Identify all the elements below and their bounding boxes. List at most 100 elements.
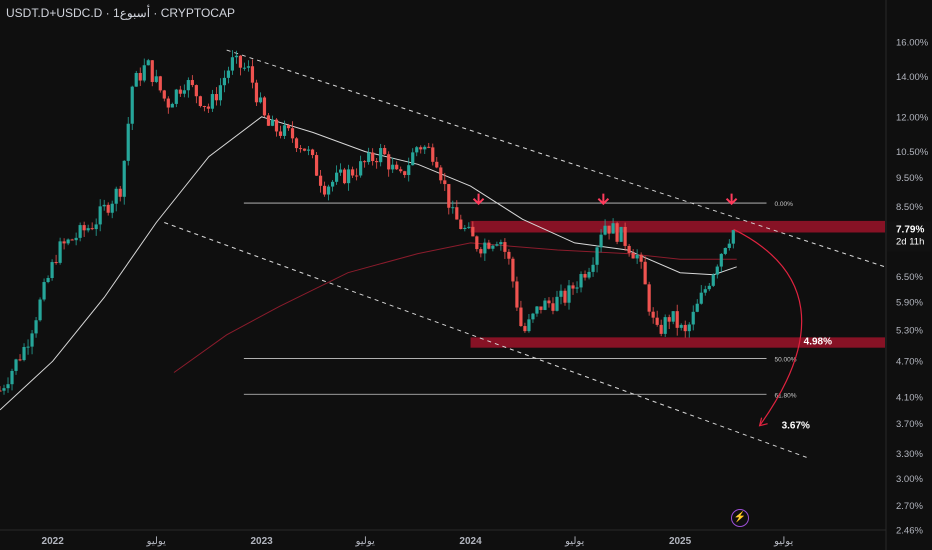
candle-body (14, 359, 18, 371)
candle-body (130, 86, 134, 124)
candle-body (182, 90, 186, 94)
candle-body (663, 317, 667, 334)
trendline (226, 49, 886, 268)
candle-body (351, 169, 355, 176)
candle-body (395, 164, 399, 170)
candle-body (138, 72, 142, 81)
candle-body (675, 311, 679, 328)
candle-body (238, 55, 243, 68)
candle-body (507, 251, 511, 259)
candle-body (615, 223, 619, 242)
candle-body (655, 317, 659, 325)
countdown-label: 2d 11h (896, 236, 924, 247)
candle-body (202, 106, 206, 108)
candle-body (214, 94, 218, 101)
current-price-badge (887, 221, 931, 252)
candle-body (314, 155, 319, 176)
candle-body (527, 319, 531, 332)
candle-body (459, 219, 463, 230)
candle-body (78, 225, 82, 238)
candle-body (687, 324, 691, 332)
candle-body (659, 324, 663, 334)
fib-label: 61.80% (775, 392, 797, 399)
candle-body (302, 148, 307, 151)
y-tick-label: 3.70% (896, 419, 923, 430)
candle-body (122, 160, 126, 197)
x-tick-label: 2025 (669, 536, 692, 547)
candle-body (62, 241, 66, 244)
candle-body (266, 115, 271, 126)
moving-averages (0, 116, 737, 411)
fibonacci-levels: 0.00% 50.00% 61.80% (243, 201, 797, 399)
candle-body (359, 161, 363, 176)
candle-body (34, 320, 38, 334)
candle-body (343, 169, 347, 184)
candle-body (98, 206, 102, 225)
candle-body (703, 289, 707, 293)
x-tick-label: 2024 (459, 536, 482, 547)
candle-body (603, 225, 607, 235)
candle-body (563, 290, 567, 303)
candle-body (126, 123, 130, 161)
candle-body (619, 226, 623, 242)
candle-body (475, 236, 479, 250)
candle-body (246, 66, 251, 68)
candle-body (262, 97, 267, 116)
candle-body (198, 96, 202, 107)
projection-arrowhead (758, 417, 768, 427)
candle-body (74, 237, 78, 241)
candle-body (282, 125, 287, 136)
candle-body (270, 119, 275, 126)
candle-body (435, 161, 439, 168)
y-tick-label: 4.10% (896, 392, 923, 403)
candle-body (423, 146, 427, 150)
candle-body (695, 303, 699, 312)
candle-body (479, 249, 483, 254)
candle-body (427, 146, 431, 148)
y-tick-label: 3.30% (896, 449, 923, 460)
price-zone (470, 337, 885, 348)
candle-body (10, 370, 14, 385)
candle-body (523, 326, 527, 332)
candle-body (106, 204, 110, 213)
candle-body (242, 67, 247, 69)
candle-body (551, 303, 555, 311)
candle-body (218, 85, 222, 101)
candle-body (671, 311, 675, 322)
candle-body (363, 161, 367, 163)
candle-body (539, 306, 543, 310)
candle-body (82, 225, 86, 231)
candle-body (599, 234, 603, 248)
candle-body (310, 149, 315, 156)
x-tick-label: يوليو (355, 536, 375, 547)
candle-body (683, 324, 687, 332)
candle-body (471, 226, 475, 237)
annotations: 3.67% (472, 193, 810, 432)
candle-body (535, 306, 539, 314)
candle-body (699, 292, 703, 304)
candle-body (711, 274, 715, 286)
candle-body (399, 169, 403, 172)
candle-body (66, 239, 70, 244)
candle-body (595, 247, 599, 265)
candle-body (723, 247, 727, 254)
candle-body (451, 207, 455, 209)
candle-body (391, 164, 395, 170)
candle-body (22, 346, 26, 361)
candle-body (511, 258, 515, 282)
candle-body (591, 264, 595, 272)
candle-body (134, 72, 138, 87)
candle-body (367, 152, 371, 163)
candle-body (503, 242, 507, 252)
candle-body (371, 152, 375, 162)
lightning-icon[interactable]: ⚡ (731, 509, 749, 527)
y-tick-label: 8.50% (896, 202, 923, 213)
moving-average-line (0, 116, 737, 411)
candle-body (226, 70, 231, 78)
candle-body (547, 300, 551, 304)
candle-body (443, 180, 447, 185)
y-tick-label: 6.50% (896, 272, 923, 283)
candle-body (26, 346, 30, 348)
candle-body (515, 281, 519, 308)
